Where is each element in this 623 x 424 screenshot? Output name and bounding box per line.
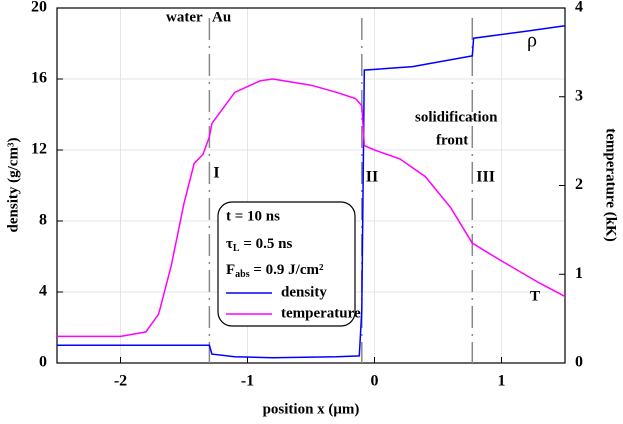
annotation: solidification bbox=[415, 109, 498, 125]
y2-tick-label: 1 bbox=[575, 265, 583, 282]
y-tick-label: 16 bbox=[31, 70, 47, 87]
x-tick-label: -1 bbox=[241, 373, 254, 390]
y2-tick-label: 3 bbox=[575, 87, 583, 104]
y2-tick-label: 4 bbox=[575, 0, 583, 16]
marker-label: I bbox=[213, 165, 219, 182]
legend-info-sub: abs bbox=[235, 269, 250, 280]
annotation: Au bbox=[212, 9, 231, 25]
marker-label: II bbox=[366, 169, 378, 186]
legend-box bbox=[217, 201, 356, 327]
legend-info-rest: = 0.5 ns bbox=[240, 236, 293, 252]
marker-label: III bbox=[476, 169, 495, 186]
y-tick-label: 0 bbox=[39, 354, 47, 371]
series-line bbox=[57, 78, 566, 338]
y2-axis-label: temperature (kK) bbox=[603, 128, 619, 241]
annotation: front bbox=[436, 132, 468, 148]
x-tick-label: 1 bbox=[498, 373, 506, 390]
y-tick-label: 8 bbox=[39, 212, 47, 229]
legend-label: temperature bbox=[281, 305, 361, 321]
legend-info-main: τ bbox=[226, 236, 233, 252]
legend-info: Fabs = 0.9 J/cm² bbox=[226, 262, 324, 280]
legend-info-rest: = 0.9 J/cm² bbox=[250, 262, 324, 278]
legend-info: τL = 0.5 ns bbox=[226, 236, 292, 254]
y2-tick-label: 2 bbox=[575, 176, 583, 193]
x-axis-label: position x (μm) bbox=[263, 401, 360, 417]
annotation: ρ bbox=[527, 30, 537, 52]
y-tick-label: 20 bbox=[31, 0, 47, 16]
x-tick-label: 0 bbox=[371, 373, 379, 390]
legend-label: density bbox=[281, 284, 327, 300]
annotation: T bbox=[530, 288, 540, 304]
y2-tick-label: 0 bbox=[575, 354, 583, 371]
series-line bbox=[57, 25, 566, 359]
y-tick-label: 4 bbox=[39, 283, 47, 300]
legend-info-sub: L bbox=[233, 243, 240, 254]
legend-info: t = 10 ns bbox=[226, 208, 280, 224]
y-axis-label: density (g/cm³) bbox=[5, 138, 21, 233]
y-tick-label: 12 bbox=[31, 141, 47, 158]
x-tick-label: -2 bbox=[114, 373, 127, 390]
legend-info-main: F bbox=[226, 262, 235, 278]
plot-frame bbox=[56, 7, 566, 364]
annotation: water bbox=[166, 9, 203, 25]
